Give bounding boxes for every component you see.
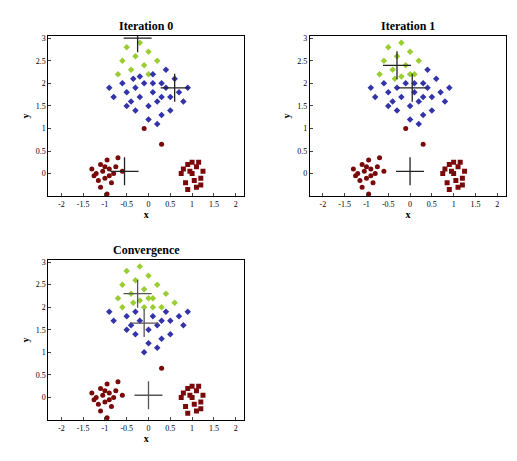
svg-text:1: 1 [42,124,46,133]
svg-text:0.5: 0.5 [165,200,175,209]
svg-text:0.5: 0.5 [297,147,307,156]
svg-text:-2: -2 [58,424,65,433]
svg-text:0.5: 0.5 [36,147,46,156]
svg-text:-0.5: -0.5 [120,424,133,433]
svg-text:2: 2 [234,424,238,433]
svg-text:y: y [20,337,31,342]
svg-text:0: 0 [303,169,307,178]
svg-text:0.5: 0.5 [165,424,175,433]
svg-text:-1.5: -1.5 [338,200,351,209]
svg-text:0: 0 [42,393,46,402]
svg-text:x: x [405,209,410,220]
svg-text:1.5: 1.5 [36,102,46,111]
svg-text:0.5: 0.5 [36,371,46,380]
svg-text:2: 2 [42,79,46,88]
svg-text:0: 0 [42,169,46,178]
svg-text:2: 2 [234,200,238,209]
svg-text:y: y [20,114,31,119]
svg-text:-0.5: -0.5 [382,200,395,209]
svg-text:1: 1 [42,348,46,357]
svg-text:0: 0 [147,200,151,209]
svg-text:-1.5: -1.5 [77,200,90,209]
svg-text:1: 1 [190,424,194,433]
svg-text:3: 3 [303,34,307,43]
svg-text:2.5: 2.5 [36,57,46,66]
svg-text:0.5: 0.5 [427,200,437,209]
svg-text:0: 0 [408,200,412,209]
svg-text:-2: -2 [320,200,327,209]
svg-text:2: 2 [42,303,46,312]
svg-text:1: 1 [452,200,456,209]
svg-text:-2: -2 [58,200,65,209]
svg-text:1.5: 1.5 [470,200,480,209]
svg-text:0: 0 [147,424,151,433]
svg-text:1.5: 1.5 [209,200,219,209]
svg-text:1: 1 [303,124,307,133]
svg-text:y: y [281,114,292,119]
svg-text:1.5: 1.5 [297,102,307,111]
svg-text:3: 3 [42,258,46,267]
svg-text:2.5: 2.5 [297,57,307,66]
svg-text:Convergence: Convergence [113,243,180,257]
svg-text:-1.5: -1.5 [77,424,90,433]
svg-text:1: 1 [190,200,194,209]
svg-text:-1: -1 [363,200,370,209]
svg-text:-1: -1 [102,200,109,209]
svg-text:2.5: 2.5 [36,280,46,289]
svg-text:x: x [144,209,149,220]
svg-text:3: 3 [42,34,46,43]
svg-text:1.5: 1.5 [209,424,219,433]
svg-text:-1: -1 [102,424,109,433]
svg-text:2: 2 [495,200,499,209]
svg-text:2: 2 [303,79,307,88]
svg-text:-0.5: -0.5 [120,200,133,209]
svg-text:Iteration 0: Iteration 0 [119,19,173,33]
svg-text:1.5: 1.5 [36,326,46,335]
svg-text:x: x [144,433,149,444]
svg-text:Iteration 1: Iteration 1 [381,19,435,33]
